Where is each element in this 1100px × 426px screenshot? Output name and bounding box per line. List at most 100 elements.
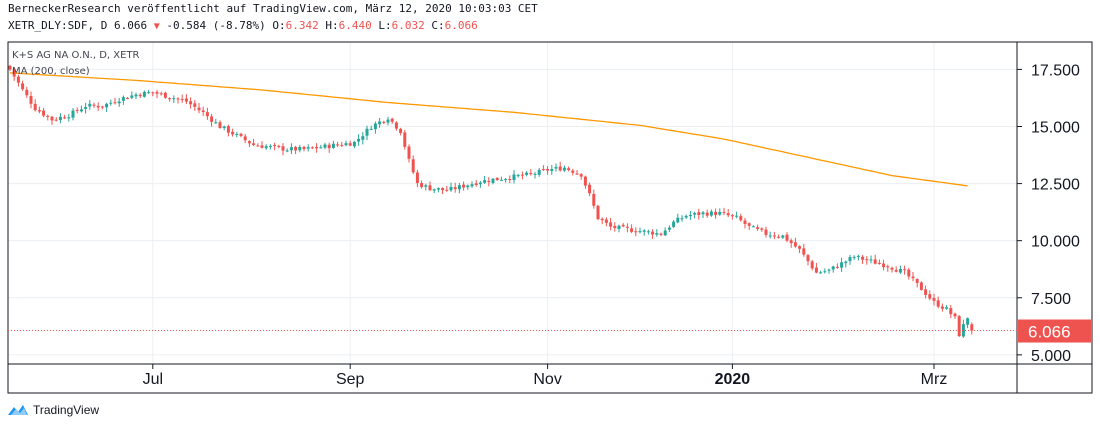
candle [281, 143, 285, 156]
candle [163, 91, 167, 99]
candle-body [533, 173, 537, 175]
candle [323, 142, 327, 150]
candle [705, 209, 709, 218]
candle [256, 143, 260, 147]
candle [541, 165, 545, 171]
candle [273, 142, 277, 151]
candle-body [260, 145, 264, 148]
y-tick-label: 5.000 [1031, 348, 1071, 365]
candle [869, 255, 873, 264]
candle [520, 171, 524, 180]
candle [33, 99, 37, 112]
candle-body [844, 261, 848, 264]
candle-body [394, 122, 398, 129]
candle-body [54, 119, 58, 121]
candle [126, 96, 130, 100]
x-tick-label: Nov [533, 371, 561, 388]
candle [840, 257, 844, 272]
candle-body [567, 168, 571, 171]
candle [659, 232, 663, 237]
candle [898, 265, 902, 275]
candle-body [201, 110, 205, 113]
candle-body [163, 92, 167, 98]
candle-body [873, 259, 877, 264]
candle [466, 184, 470, 190]
candle-body [449, 186, 453, 191]
candle-body [113, 102, 117, 104]
candle [709, 209, 713, 217]
indicator-legend: MA (200, close) [12, 66, 90, 77]
candle [428, 181, 432, 192]
candle-body [495, 177, 499, 181]
x-tick-label: Sep [336, 371, 365, 388]
candle-body [898, 268, 902, 273]
candle [113, 97, 117, 105]
candle [915, 278, 919, 288]
candle [554, 163, 558, 172]
candle [663, 227, 667, 236]
candle [940, 303, 944, 312]
candle-body [109, 102, 113, 104]
change-value: -0.584 (-8.78%) [166, 19, 266, 32]
candle [54, 117, 58, 122]
candle [92, 102, 96, 108]
candle [478, 180, 482, 188]
candle-body [264, 146, 268, 149]
candle [655, 229, 659, 237]
ohlc-readout: XETR_DLY:SDF, D 6.066 ▼ -0.584 (-8.78%) … [8, 19, 478, 32]
candle [730, 214, 734, 220]
candle-body [357, 138, 361, 142]
candle-body [541, 169, 545, 171]
ma-200-line [9, 72, 968, 187]
candle [508, 175, 512, 184]
candle-body [33, 103, 37, 111]
candle-body [361, 136, 365, 140]
candle-body [764, 229, 768, 235]
candle [168, 97, 172, 102]
candle [352, 140, 356, 149]
candle-body [957, 316, 961, 337]
candle [579, 173, 583, 180]
candle-body [562, 167, 566, 171]
candle [130, 91, 134, 100]
candle-body [79, 109, 83, 112]
candle [180, 94, 184, 103]
candle [743, 217, 747, 229]
candle [672, 220, 676, 229]
candle [277, 144, 281, 149]
candle-body [667, 227, 671, 230]
candle [747, 222, 751, 230]
candle [247, 140, 251, 148]
candle [785, 232, 789, 243]
candle [310, 146, 314, 149]
candle [613, 222, 617, 232]
candle [37, 106, 41, 114]
candle-body [785, 234, 789, 241]
candle-body [75, 109, 79, 111]
candle-body [928, 294, 932, 299]
candle [814, 262, 818, 274]
candle [75, 107, 79, 114]
candle-body [911, 276, 915, 279]
candle [172, 95, 176, 104]
candle-body [382, 121, 386, 123]
candle-body [932, 298, 936, 301]
tradingview-logo[interactable]: TradingView [7, 403, 99, 417]
candle-body [277, 145, 281, 147]
candle [117, 97, 121, 107]
candle-body [487, 180, 491, 183]
candle [714, 208, 718, 219]
candle-body [231, 131, 235, 135]
candle-body [294, 147, 298, 151]
candle-body [823, 271, 827, 273]
candle-body [835, 266, 839, 268]
y-tick-label: 12.500 [1031, 177, 1080, 194]
candle [667, 225, 671, 233]
candle [533, 171, 537, 179]
candle [159, 91, 163, 96]
candle-body [243, 136, 247, 141]
candle-body [907, 269, 911, 277]
candle [588, 182, 592, 197]
candle [558, 161, 562, 172]
